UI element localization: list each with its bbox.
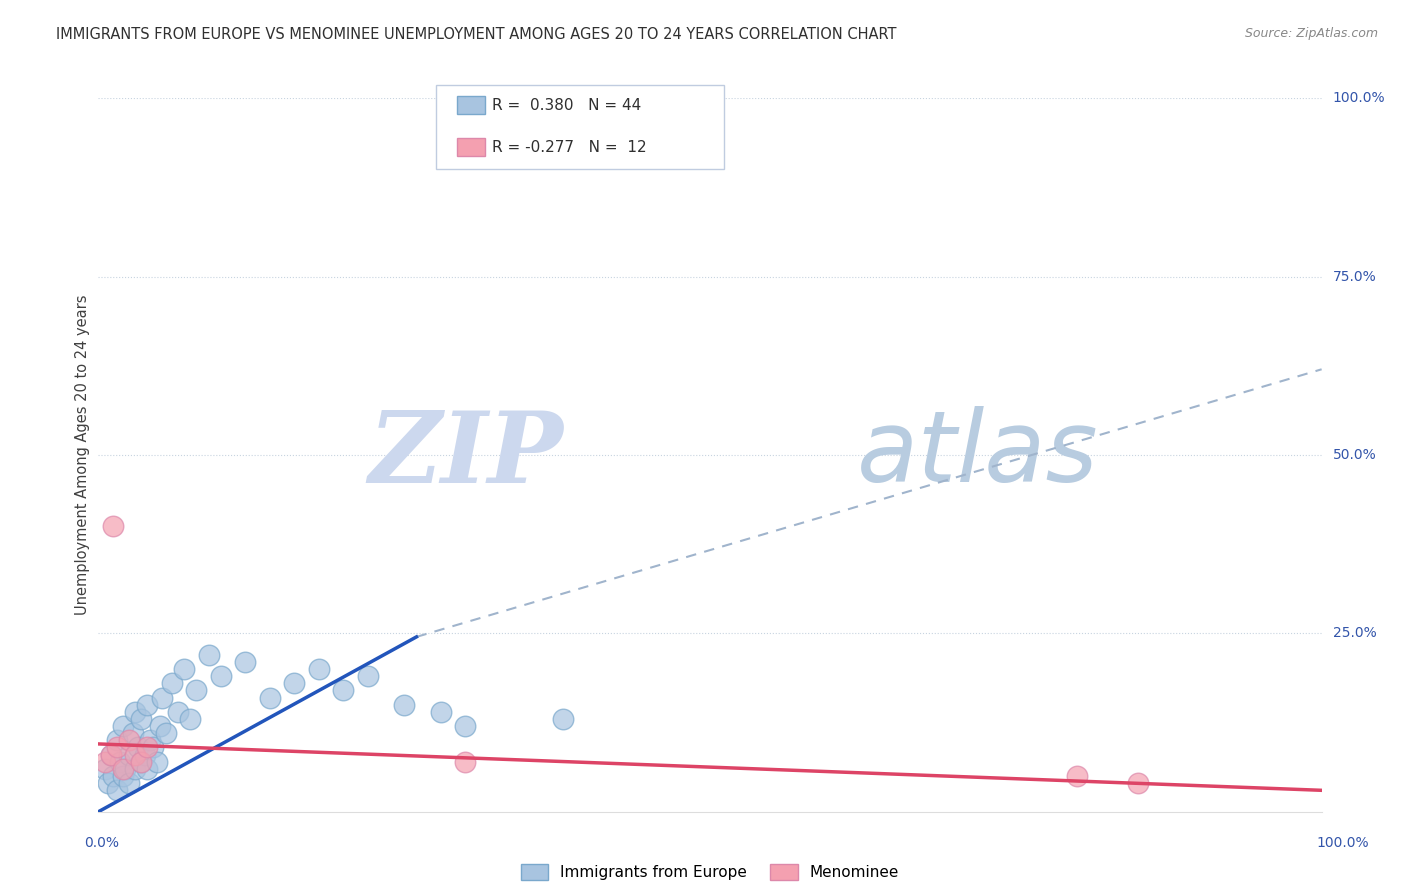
Point: [150, 690, 173, 705]
Point: [93, 762, 115, 776]
Y-axis label: Unemployment Among Ages 20 to 24 years: Unemployment Among Ages 20 to 24 years: [75, 294, 90, 615]
Point: [124, 762, 146, 776]
Point: [118, 733, 141, 747]
Point: [136, 740, 159, 755]
Point: [129, 755, 152, 769]
Point: [1066, 769, 1088, 783]
Point: [100, 747, 122, 762]
Text: IMMIGRANTS FROM EUROPE VS MENOMINEE UNEMPLOYMENT AMONG AGES 20 TO 24 YEARS CORRE: IMMIGRANTS FROM EUROPE VS MENOMINEE UNEM…: [56, 27, 897, 42]
Point: [186, 683, 208, 698]
Text: 0.0%: 0.0%: [84, 836, 118, 850]
Point: [454, 719, 477, 733]
Point: [149, 719, 172, 733]
Point: [121, 726, 143, 740]
Text: 75.0%: 75.0%: [1333, 269, 1376, 284]
Point: [155, 726, 177, 740]
Text: 50.0%: 50.0%: [1333, 448, 1376, 462]
Point: [142, 740, 165, 755]
Text: R = -0.277   N =  12: R = -0.277 N = 12: [492, 140, 647, 154]
Point: [111, 762, 134, 776]
Point: [179, 712, 201, 726]
Point: [129, 712, 152, 726]
Point: [173, 662, 195, 676]
Point: [93, 755, 115, 769]
Point: [430, 705, 453, 719]
Point: [167, 705, 190, 719]
Point: [118, 747, 141, 762]
Point: [209, 669, 232, 683]
Point: [136, 762, 159, 776]
Point: [100, 747, 122, 762]
Point: [146, 755, 169, 769]
Point: [129, 755, 152, 769]
Point: [97, 776, 120, 790]
Point: [105, 783, 128, 797]
Text: R =  0.380   N = 44: R = 0.380 N = 44: [492, 98, 641, 112]
Point: [356, 669, 378, 683]
Point: [134, 747, 156, 762]
Point: [105, 733, 128, 747]
Legend: Immigrants from Europe, Menominee: Immigrants from Europe, Menominee: [515, 858, 905, 886]
Point: [124, 705, 146, 719]
Point: [118, 776, 141, 790]
Point: [332, 683, 354, 698]
Point: [160, 676, 183, 690]
Text: atlas: atlas: [856, 407, 1098, 503]
Point: [105, 740, 128, 755]
Point: [127, 740, 149, 755]
Point: [197, 648, 219, 662]
Text: 100.0%: 100.0%: [1316, 836, 1369, 850]
Point: [454, 755, 477, 769]
Point: [553, 712, 575, 726]
Point: [136, 698, 159, 712]
Point: [139, 733, 162, 747]
Point: [392, 698, 416, 712]
Point: [111, 769, 134, 783]
Point: [101, 519, 124, 533]
Text: 25.0%: 25.0%: [1333, 626, 1376, 640]
Point: [101, 769, 124, 783]
Text: 100.0%: 100.0%: [1333, 91, 1385, 105]
Point: [111, 719, 134, 733]
Point: [114, 762, 136, 776]
Point: [259, 690, 281, 705]
Point: [110, 755, 132, 769]
Point: [308, 662, 330, 676]
Point: [124, 747, 146, 762]
Point: [1128, 776, 1150, 790]
Point: [283, 676, 305, 690]
Text: ZIP: ZIP: [368, 407, 564, 503]
Text: Source: ZipAtlas.com: Source: ZipAtlas.com: [1244, 27, 1378, 40]
Point: [233, 655, 256, 669]
